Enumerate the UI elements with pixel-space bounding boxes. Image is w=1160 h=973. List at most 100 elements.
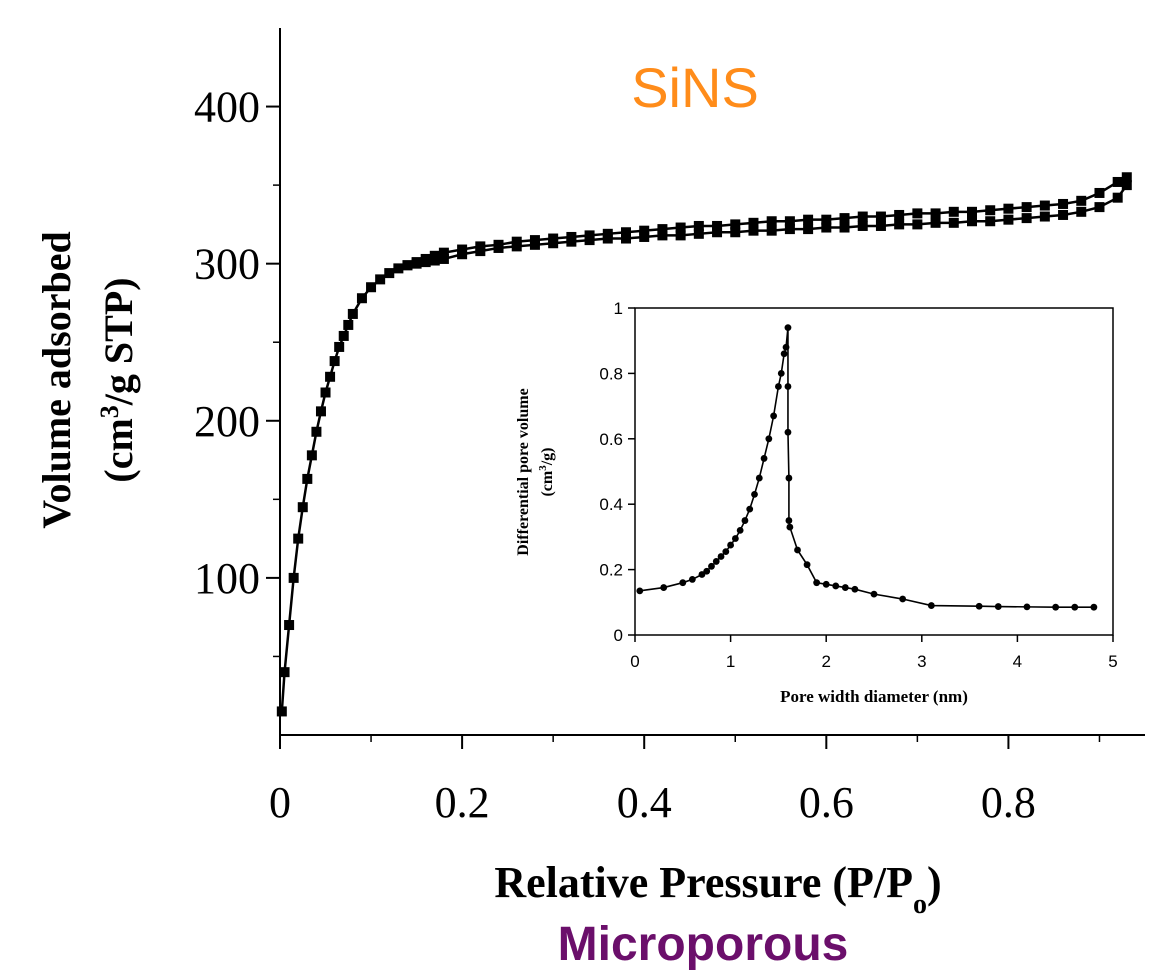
adsorption-point [320,387,331,398]
main-x-tick-label: 0.8 [981,778,1036,827]
adsorption-point [293,533,304,544]
pore-distribution-point [822,580,830,588]
pore-distribution-point [784,428,792,436]
inset-y-tick-label: 1 [614,299,623,318]
pore-distribution-point [722,548,730,556]
pore-distribution-point [679,579,687,587]
adsorption-point [784,224,795,235]
adsorption-point [657,230,668,241]
desorption-point [602,228,613,239]
adsorption-point [347,308,358,319]
pore-distribution-point [708,562,715,570]
pore-distribution-point [780,350,788,358]
pore-distribution-point [841,584,849,591]
desorption-point [457,244,468,255]
adsorption-point [857,220,868,231]
adsorption-point [803,224,814,235]
desorption-point [894,209,905,220]
desorption-point [1039,200,1050,211]
pore-distribution-point [736,526,744,534]
desorption-point [511,236,522,247]
adsorption-point [375,274,386,285]
pore-distribution-point [899,595,907,603]
desorption-point [429,250,440,261]
desorption-point [1112,176,1123,187]
adsorption-point [639,231,650,242]
main-xlabel-text: Relative Pressure (P/P [494,858,913,907]
inset-y-tick-label: 0 [614,626,623,645]
desorption-point [584,230,595,241]
pore-distribution-point [712,558,720,565]
desorption-point [675,222,686,233]
inset-ylabel-line2-sup: 3 [537,465,549,471]
desorption-point [821,214,832,225]
main-x-tick-label: 0.4 [617,778,672,827]
adsorption-point [302,473,313,484]
adsorption-point [1003,214,1014,225]
pore-distribution-point [1090,603,1098,611]
desorption-point [1058,198,1069,209]
adsorption-point [730,227,741,238]
pore-distribution-point [786,523,794,531]
pore-distribution-point [760,455,768,462]
pore-distribution-point [794,546,801,554]
inset-x-tick-label: 0 [630,652,639,671]
inset-frame [634,307,1114,636]
inset-y-axis-label: Differential pore volume (cm3/g) [515,388,556,555]
desorption-point [857,211,868,222]
desorption-point [639,225,650,236]
desorption-point [784,216,795,227]
pore-distribution-point [755,474,763,482]
main-series [276,172,1132,717]
inset-x-tick-label: 1 [726,652,735,671]
adsorption-point [1039,211,1050,222]
adsorption-point [712,227,723,238]
main-y-tick-label: 300 [194,240,260,289]
main-xlabel-sub: o [913,889,927,920]
adsorption-point [343,319,354,330]
adsorption-point [393,263,404,274]
desorption-point [948,206,959,217]
desorption-point [985,205,996,216]
desorption-point [712,220,723,231]
inset-x-tick-label: 5 [1108,652,1117,671]
pore-distribution-point [785,474,793,482]
inset-x-tick-label: 3 [917,652,926,671]
pore-distribution-point [927,602,935,609]
pore-distribution-point [1023,603,1031,611]
adsorption-point [311,426,322,437]
main-x-axis-label: Relative Pressure (P/Po) [494,858,941,920]
inset-y-tick-label: 0.6 [599,430,623,449]
pore-distribution-point [870,590,878,598]
pore-distribution-point [751,490,758,498]
adsorption-point [325,371,336,382]
adsorption-point [766,225,777,236]
desorption-point [748,217,759,228]
adsorption-point [748,225,759,236]
main-ylabel-line2-b: /g STP) [96,277,141,406]
pore-distribution-point [731,535,739,542]
main-y-axis-label: Volume adsorbed (cm3/g STP) [34,231,141,528]
desorption-point [912,208,923,219]
desorption-point [438,247,449,258]
inset-ylabel-line2-a: (cm [539,470,556,496]
pore-distribution-point [741,517,749,524]
desorption-point [566,231,577,242]
pore-distribution-point [851,585,859,593]
desorption-point [657,224,668,235]
pore-distribution-point [832,582,840,590]
inset-x-axis-label: Pore width diameter (nm) [780,687,968,706]
desorption-point [875,211,886,222]
pore-distribution-point [782,343,790,351]
desorption-point [1094,187,1105,198]
main-x-tick-label: 0 [269,778,291,827]
adsorption-point [1021,213,1032,224]
pore-distribution-point [660,584,668,591]
pore-distribution-point [746,505,754,513]
pore-distribution-point [775,383,782,390]
adsorption-point [912,219,923,230]
main-y-ticks: 100 200 300 400 [194,83,280,658]
adsorption-point [1058,209,1069,220]
main-ylabel-line2-a: (cm [96,418,141,482]
pore-distribution-point [688,576,696,583]
